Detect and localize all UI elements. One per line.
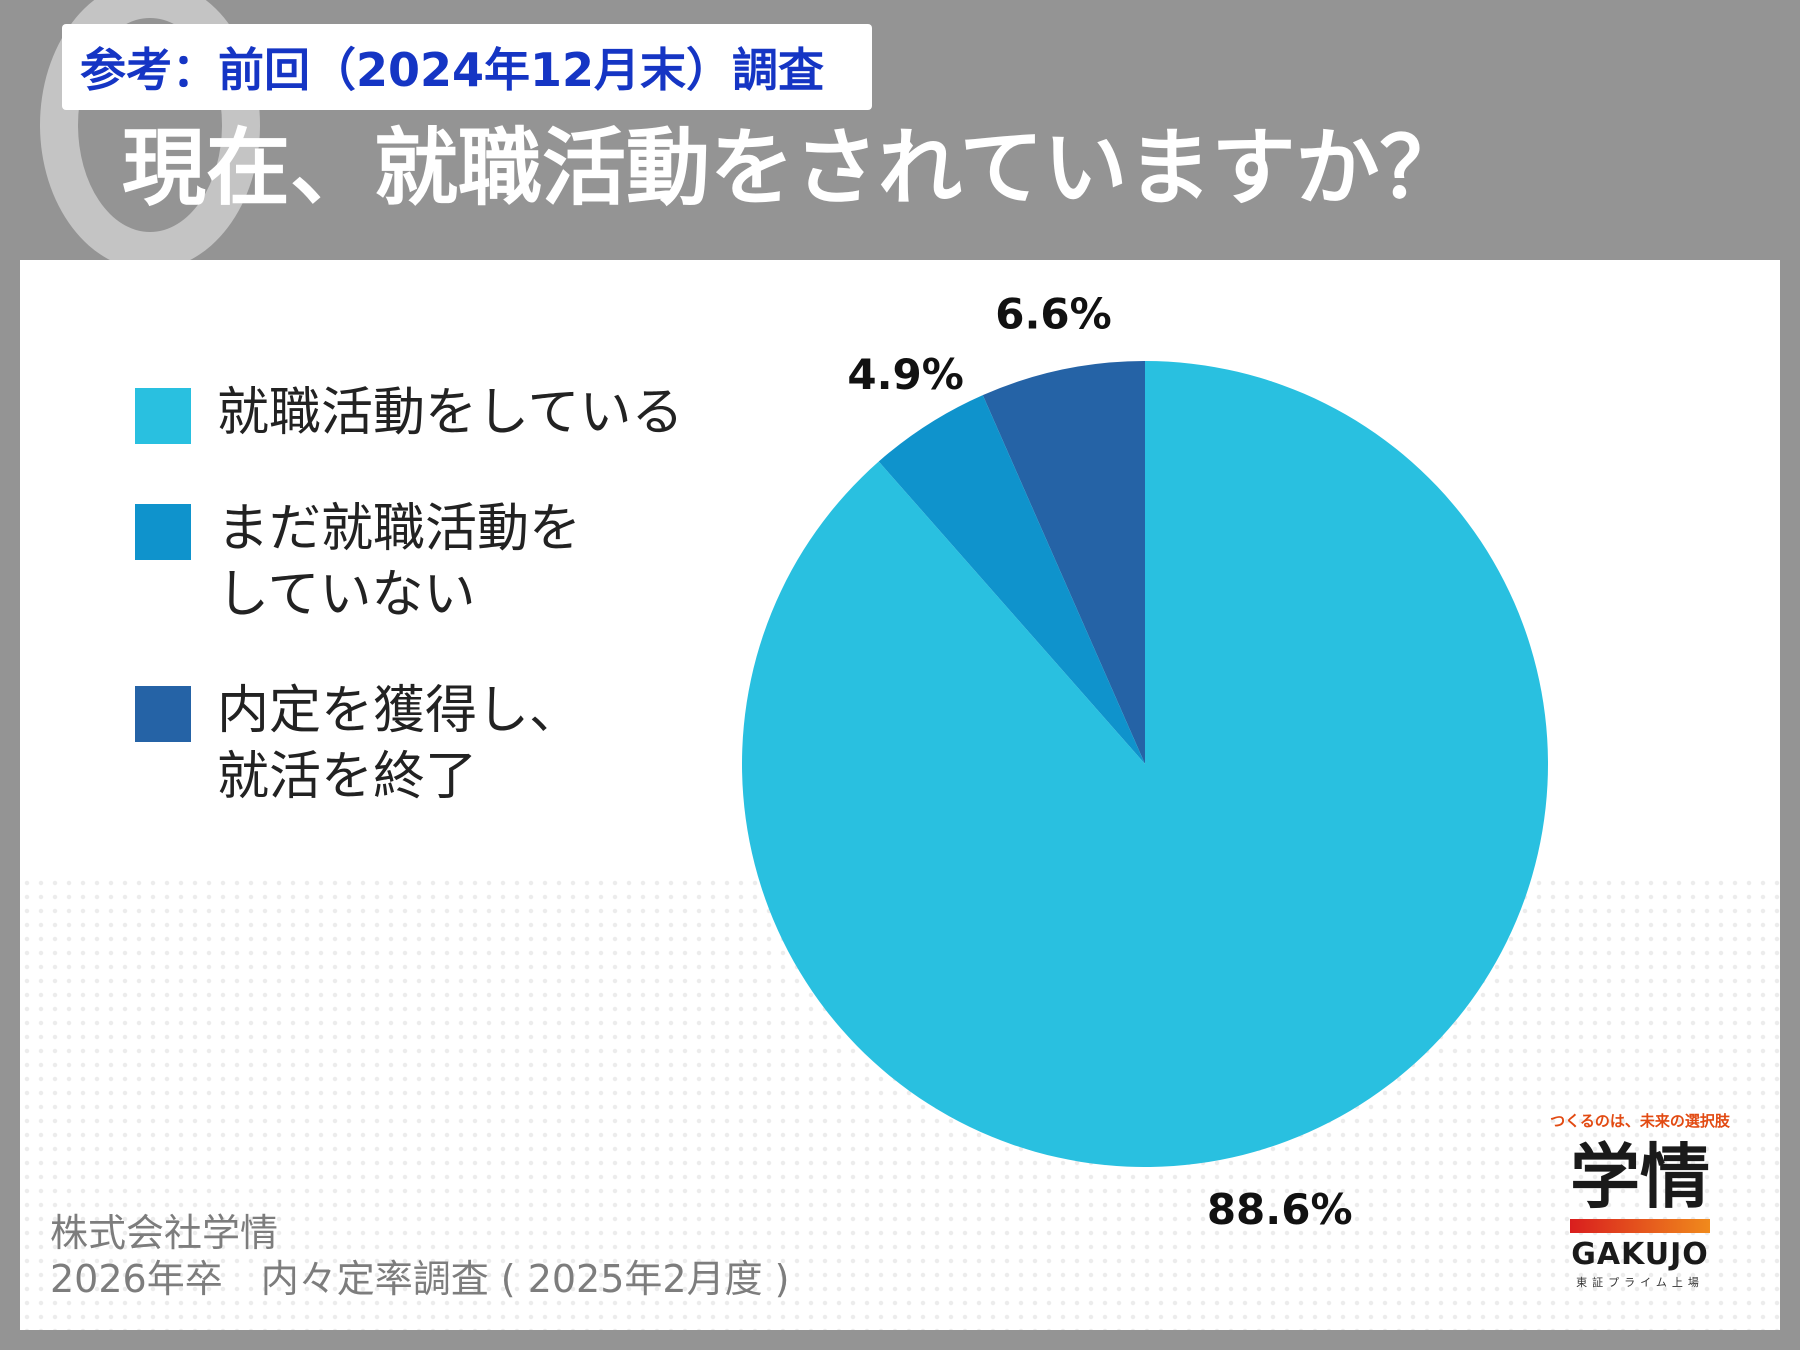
pie-slice-not-started — [878, 395, 1145, 764]
legend-label: 内定を獲得し、 就活を終了 — [217, 681, 582, 807]
logo-bar — [1570, 1219, 1710, 1233]
legend-item-not-started: まだ就職活動を していない — [135, 496, 755, 628]
reference-badge-text: 参考：前回（2024年12月末）調査 — [80, 43, 825, 97]
legend-label: まだ就職活動を していない — [217, 499, 582, 625]
reference-badge: 参考：前回（2024年12月末）調査 — [62, 24, 872, 110]
logo-english: GAKUJO — [1571, 1237, 1709, 1272]
legend-swatch — [135, 504, 191, 560]
legend: 就職活動をしている まだ就職活動を していない 内定を獲得し、 就活を終了 — [135, 380, 755, 860]
question-title: 現在、就職活動をされていますか？ — [122, 119, 1464, 217]
legend-item-finished: 内定を獲得し、 就活を終了 — [135, 678, 755, 810]
source-company: 株式会社学情 — [50, 1211, 279, 1255]
pie-slice-finished — [982, 361, 1145, 764]
legend-swatch — [135, 686, 191, 742]
pct-label-finished: 6.6% — [995, 290, 1111, 339]
logo-name: 学情 — [1570, 1136, 1710, 1218]
logo-listing: 東証プライム上場 — [1576, 1276, 1704, 1289]
legend-item-active: 就職活動をしている — [135, 380, 755, 446]
source-note: 株式会社学情 2026年卒 内々定率調査 ( 2025年2月度 ) — [50, 1210, 789, 1302]
pie-slice-active — [742, 361, 1549, 1167]
gakujo-logo: つくるのは、未来の選択肢 学情 GAKUJO 東証プライム上場 — [1540, 1110, 1740, 1290]
source-survey: 2026年卒 内々定率調査 ( 2025年2月度 ) — [50, 1257, 790, 1301]
legend-label: 就職活動をしている — [217, 383, 684, 443]
logo-tagline: つくるのは、未来の選択肢 — [1550, 1112, 1730, 1130]
legend-swatch — [135, 388, 191, 444]
pie-chart: 6.6% 4.9% 88.6% — [742, 290, 1549, 1234]
pct-label-active: 88.6% — [1207, 1185, 1353, 1234]
pct-label-not-started: 4.9% — [847, 350, 963, 399]
chart-panel: 就職活動をしている まだ就職活動を していない 内定を獲得し、 就活を終了 6.… — [20, 260, 1780, 1330]
